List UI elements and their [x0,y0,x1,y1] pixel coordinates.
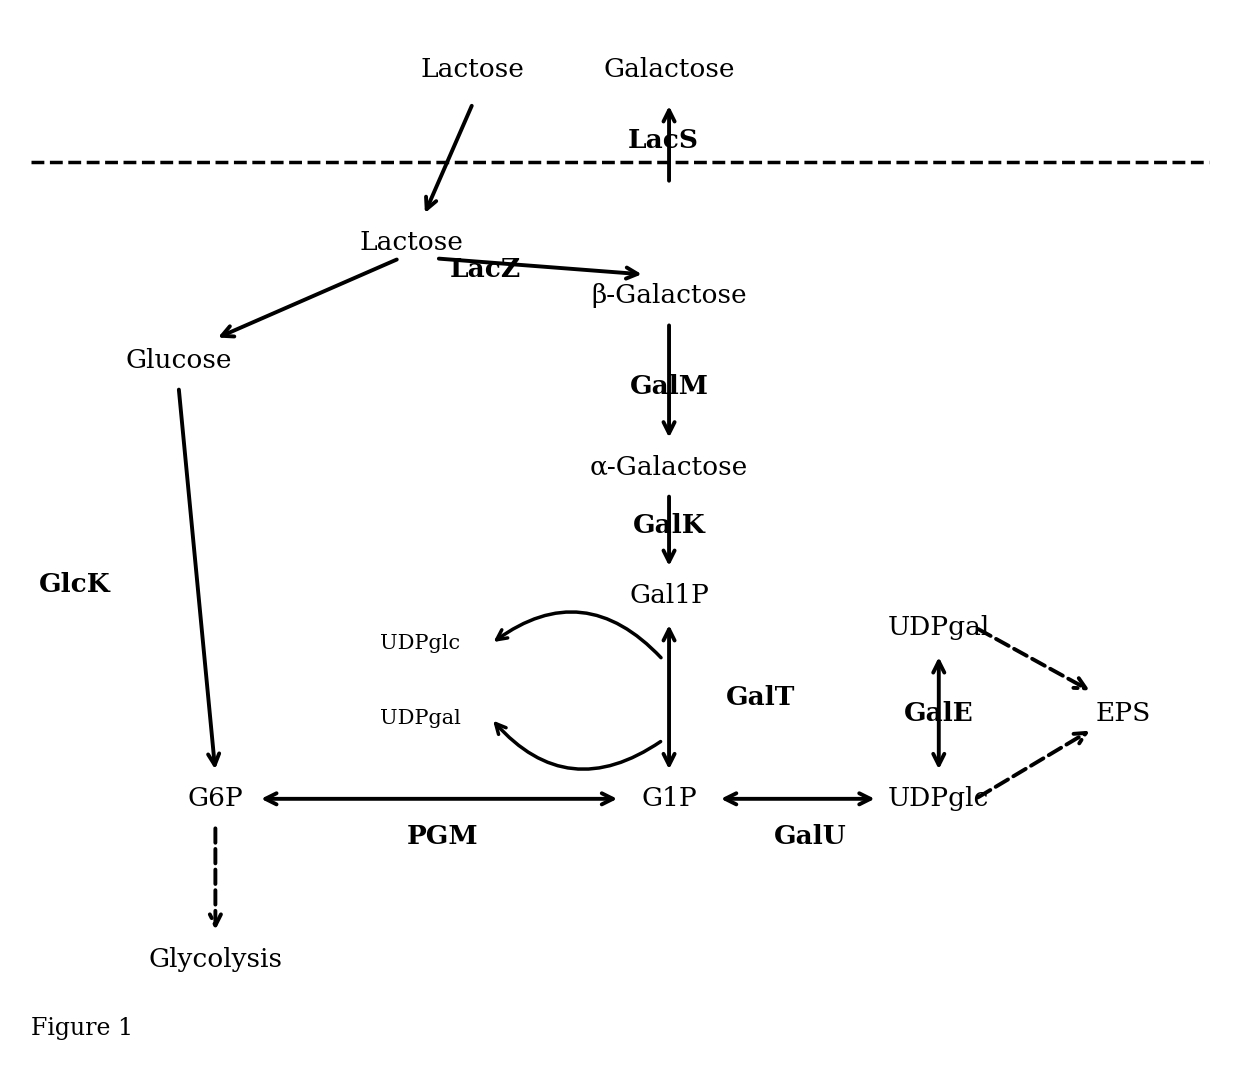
Text: GalT: GalT [727,685,796,710]
Text: Lactose: Lactose [420,56,525,82]
Text: GalM: GalM [630,374,708,399]
Text: LacZ: LacZ [450,257,521,282]
Text: G1P: G1P [641,786,697,811]
Text: Galactose: Galactose [604,56,735,82]
Text: GalU: GalU [774,824,847,849]
Text: Glucose: Glucose [125,348,232,373]
Text: G6P: G6P [187,786,243,811]
Text: β-Galactose: β-Galactose [591,283,746,308]
Text: PGM: PGM [407,824,479,849]
Text: UDPgal: UDPgal [379,709,460,728]
Text: Figure 1: Figure 1 [31,1017,134,1040]
Text: UDPgal: UDPgal [888,615,990,641]
Text: LacS: LacS [627,128,698,153]
Text: GalE: GalE [904,700,973,725]
Text: UDPglc: UDPglc [888,786,990,811]
Text: Lactose: Lactose [360,230,464,255]
Text: Gal1P: Gal1P [629,583,709,608]
Text: Glycolysis: Glycolysis [149,946,283,972]
Text: α-Galactose: α-Galactose [590,454,748,479]
Text: GalK: GalK [632,514,706,539]
Text: EPS: EPS [1095,700,1151,725]
Text: UDPglc: UDPglc [381,634,460,654]
Text: GlcK: GlcK [38,572,110,597]
